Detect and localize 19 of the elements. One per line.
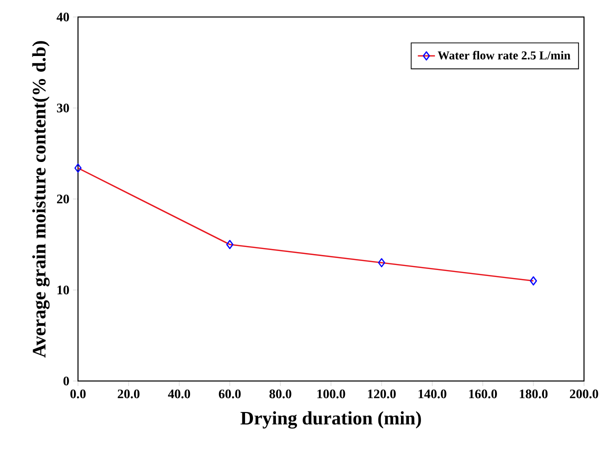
legend-label: Water flow rate 2.5 L/min [438,50,570,60]
y-tick-label: 30 [56,104,69,112]
x-tick-label: 180.0 [520,390,548,398]
x-tick-label: 120.0 [368,390,396,398]
x-tick-label: 200.0 [570,390,598,398]
x-tick-label: 140.0 [418,390,446,398]
x-axis-title: Drying duration (min) [240,411,421,429]
x-tick-label: 80.0 [269,390,292,398]
y-tick-label: 0 [63,376,69,386]
x-tick-label: 60.0 [218,390,241,398]
x-tick-label: 40.0 [168,390,190,398]
y-tick-label: 10 [58,286,69,294]
x-tick-label: 100.0 [317,390,346,398]
y-tick-label: 20 [57,194,69,204]
x-tick-label: 20.0 [118,390,140,398]
x-tick-label: 160.0 [469,390,497,398]
y-axis-title: Average grain moisture content(% d.b) [32,41,50,358]
y-tick-label: 40 [56,12,69,22]
x-tick-label: 0.0 [70,390,86,398]
